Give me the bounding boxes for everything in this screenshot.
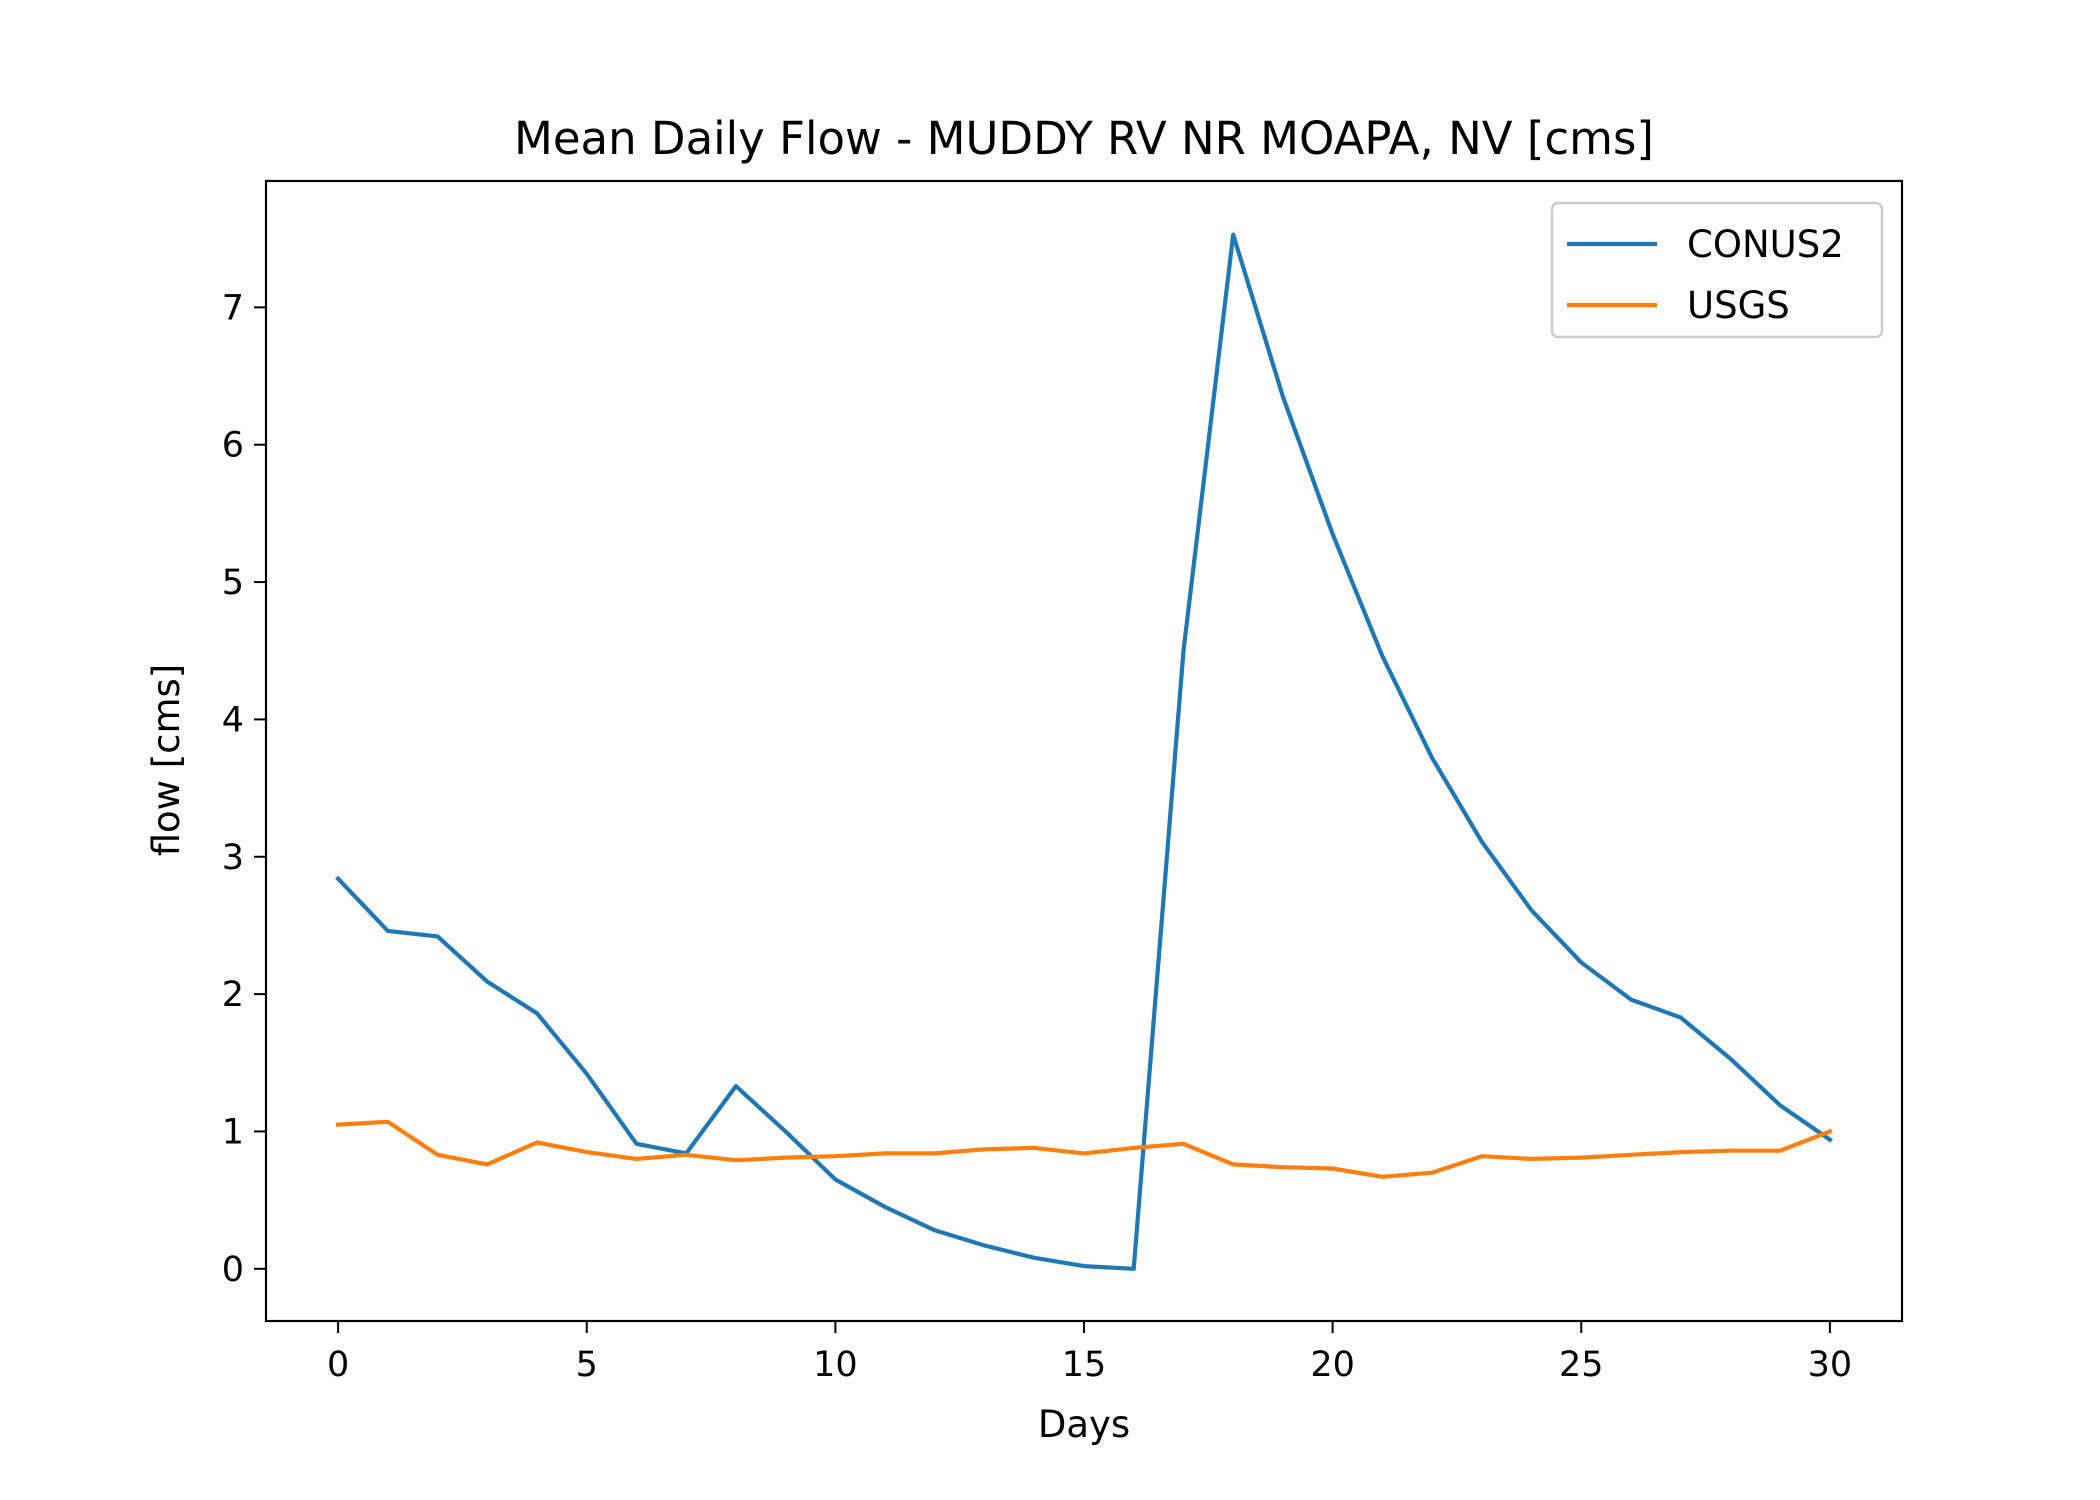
x-tick-label: 20 [1310,1345,1355,1385]
y-tick-label: 2 [222,975,244,1015]
x-tick-label: 10 [813,1345,858,1385]
y-tick-label: 4 [222,700,244,740]
legend-label-conus2: CONUS2 [1687,223,1844,266]
x-axis-label: Days [1038,1403,1130,1446]
x-tick-label: 15 [1062,1345,1107,1385]
y-tick-label: 1 [222,1112,244,1152]
y-tick-label: 3 [222,838,244,878]
x-tick-label: 0 [327,1345,349,1385]
y-axis-label: flow [cms] [145,664,188,857]
chart-title: Mean Daily Flow - MUDDY RV NR MOAPA, NV … [514,112,1654,165]
x-tick-label: 25 [1559,1345,1604,1385]
x-tick-label: 30 [1808,1345,1853,1385]
y-tick-label: 0 [222,1250,244,1290]
y-tick-label: 7 [222,288,244,328]
y-tick-label: 6 [222,426,244,466]
y-tick-label: 5 [222,563,244,603]
plot-area: 0 5 10 15 20 25 30 0 1 2 3 4 5 6 7 CONUS2 USGS [222,179,1904,1385]
series-line-conus2 [335,232,1833,1271]
x-tick-label: 5 [576,1345,598,1385]
legend-label-usgs: USGS [1687,284,1790,327]
series-line-usgs [335,1119,1833,1179]
